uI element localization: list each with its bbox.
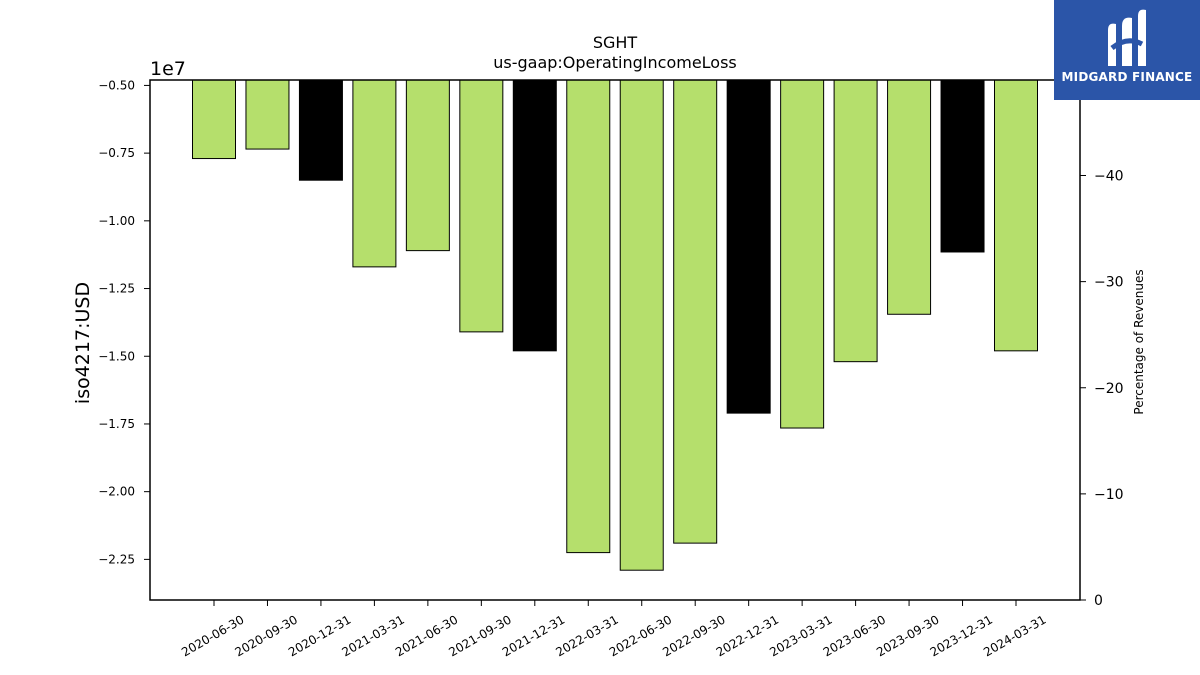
bar-2020-06-30 <box>192 79 236 160</box>
y-tick-label: −1.50 <box>98 349 135 363</box>
logo-text: MIDGARD FINANCE <box>1061 70 1193 84</box>
logo-mark-icon <box>1108 9 1146 67</box>
bar-2021-09-30 <box>459 79 504 333</box>
bar-2022-09-30 <box>673 79 718 544</box>
bar-2023-06-30 <box>833 79 878 363</box>
chart-subtitle: us-gaap:OperatingIncomeLoss <box>493 53 737 72</box>
y-tick-label: −1.25 <box>98 282 135 296</box>
y2-tick-label: −30 <box>1094 275 1124 291</box>
bar-2021-12-31 <box>512 79 557 352</box>
bar-2020-12-31 <box>298 79 343 181</box>
plot-frame <box>149 79 1081 601</box>
bar-2024-03-31 <box>994 79 1038 352</box>
y-tick-label: −2.25 <box>98 552 135 566</box>
brand-logo: MIDGARD FINANCE <box>1054 0 1200 100</box>
y-tick-label: −0.75 <box>98 146 135 160</box>
y2-tick-label: 0 <box>1094 593 1103 609</box>
y-tick-label: −0.50 <box>98 78 135 92</box>
y2-tick-label: −20 <box>1094 381 1124 397</box>
bar-2022-06-30 <box>619 79 664 571</box>
bar-2020-09-30 <box>245 79 290 150</box>
bar-2023-09-30 <box>887 79 932 315</box>
y-axis-label: iso4217:USD <box>72 282 94 404</box>
y2-axis-label: Percentage of Revenues <box>1132 269 1146 414</box>
chart-title: SGHT <box>593 33 638 52</box>
y-tick-label: −1.75 <box>98 417 135 431</box>
y-tick-label: −2.00 <box>98 485 135 499</box>
bar-2022-03-31 <box>566 79 611 554</box>
bar-2021-03-31 <box>352 79 397 268</box>
y-offset-label: 1e7 <box>150 58 186 80</box>
bar-2022-12-31 <box>726 79 771 414</box>
bar-2021-06-30 <box>405 79 450 252</box>
y-tick-label: −1.00 <box>98 214 135 228</box>
y2-tick-label: −40 <box>1094 169 1124 185</box>
y2-tick-label: −10 <box>1094 487 1124 503</box>
bar-2023-12-31 <box>940 79 985 253</box>
bar-2023-03-31 <box>780 79 825 429</box>
